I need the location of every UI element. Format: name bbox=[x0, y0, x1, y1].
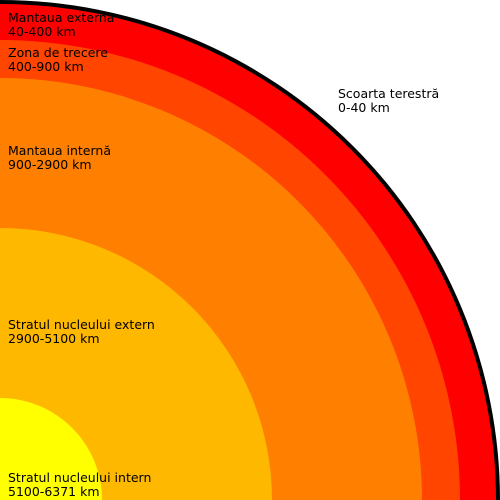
crust-name: Scoarta terestră bbox=[338, 86, 440, 101]
transition-zone-label: Zona de trecere 400-900 km bbox=[8, 46, 108, 74]
upper-mantle-range: 40-400 km bbox=[8, 24, 76, 39]
transition-zone-name: Zona de trecere bbox=[8, 45, 108, 60]
lower-mantle-range: 900-2900 km bbox=[8, 157, 92, 172]
crust-range: 0-40 km bbox=[338, 100, 390, 115]
outer-core-name: Stratul nucleului extern bbox=[8, 317, 155, 332]
inner-core-region bbox=[0, 398, 102, 500]
outer-core-label: Stratul nucleului extern 2900-5100 km bbox=[8, 318, 155, 346]
lower-mantle-name: Mantaua internă bbox=[8, 143, 111, 158]
inner-core-label: Stratul nucleului intern 5100-6371 km bbox=[8, 471, 151, 499]
crust-label: Scoarta terestră 0-40 km bbox=[338, 87, 439, 115]
outer-core-range: 2900-5100 km bbox=[8, 331, 100, 346]
inner-core-range: 5100-6371 km bbox=[8, 484, 100, 499]
lower-mantle-label: Mantaua internă 900-2900 km bbox=[8, 144, 111, 172]
upper-mantle-label: Mantaua externa 40-400 km bbox=[8, 11, 114, 39]
transition-zone-range: 400-900 km bbox=[8, 59, 84, 74]
inner-core-name: Stratul nucleului intern bbox=[8, 470, 152, 485]
upper-mantle-name: Mantaua externa bbox=[8, 10, 115, 25]
